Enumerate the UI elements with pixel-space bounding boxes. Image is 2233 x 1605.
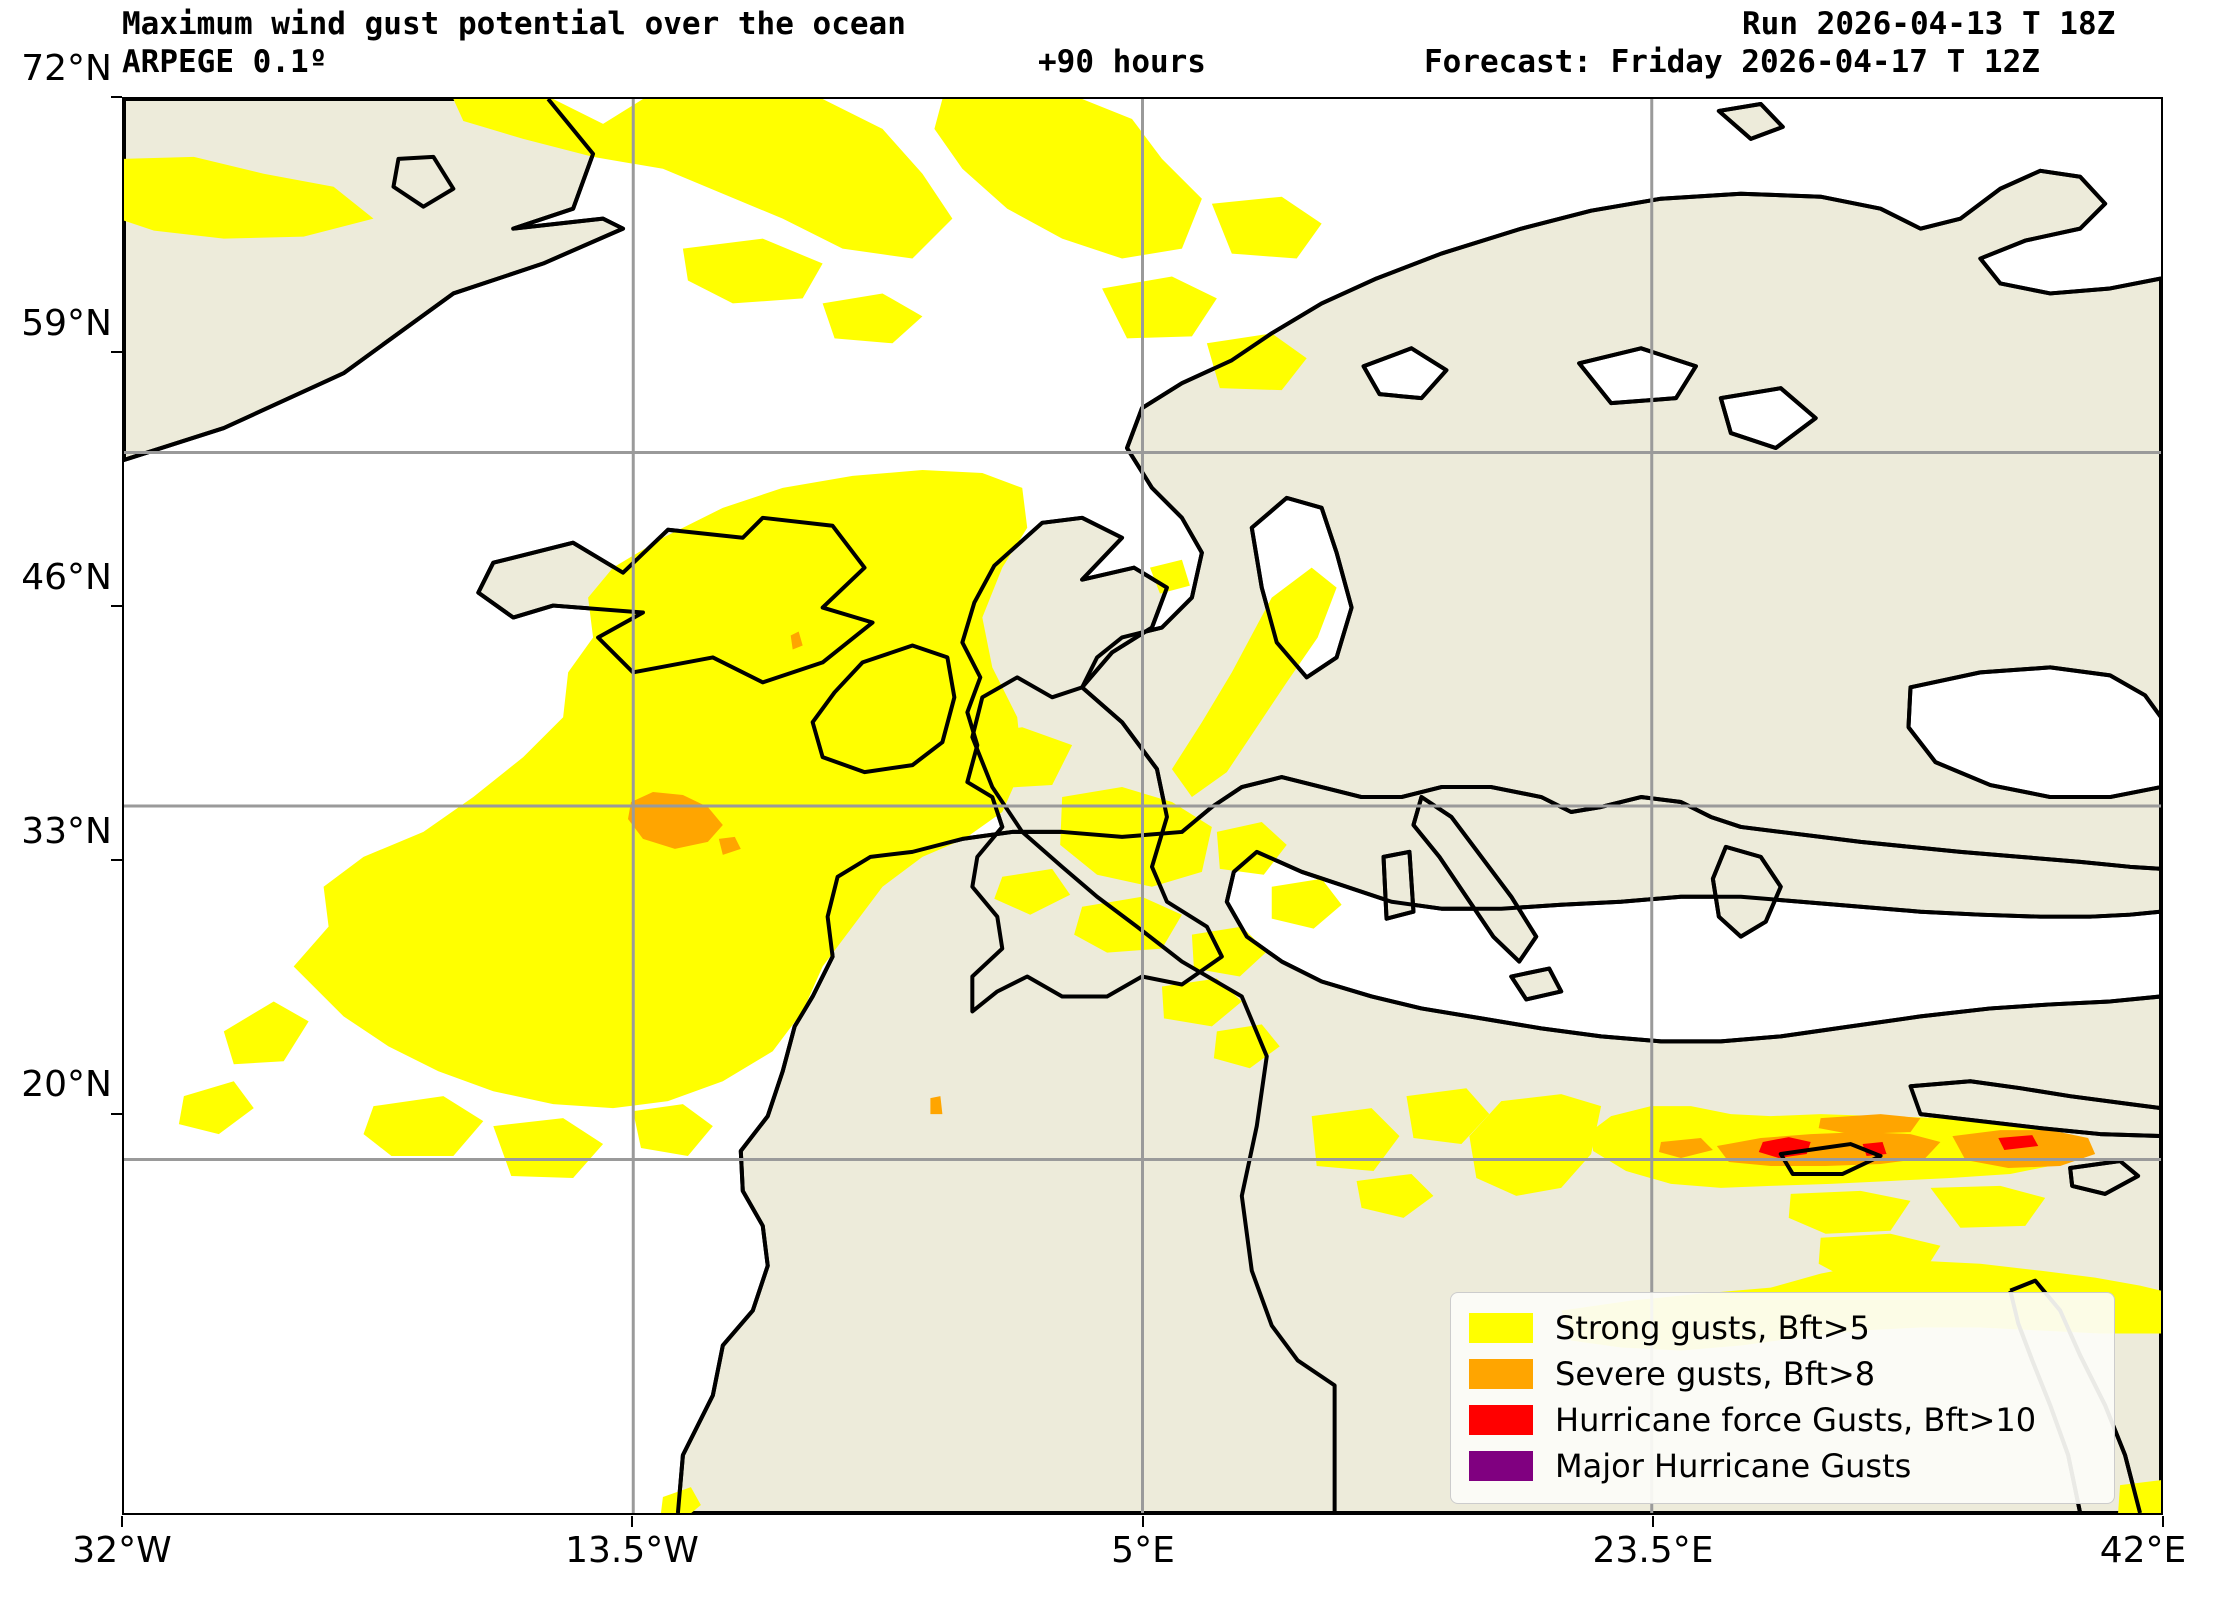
x-tickmark-23-5e	[1652, 1516, 1654, 1527]
y-tick-label-20n: 20°N	[21, 1064, 112, 1105]
y-tickmark-59n	[111, 351, 122, 353]
x-tick-label-42e: 42°E	[2099, 1530, 2187, 1571]
legend-label-severe: Severe gusts, Bft>8	[1555, 1355, 1876, 1393]
x-tick-label-13-5w: 13.5°W	[565, 1530, 699, 1571]
legend-item-severe[interactable]: Severe gusts, Bft>8	[1469, 1351, 2096, 1397]
legend-swatch-major	[1469, 1451, 1533, 1481]
run-time-label: Run 2026-04-13 T 18Z	[1742, 6, 2116, 42]
lead-time-label: +90 hours	[1038, 44, 1206, 80]
y-tick-label-72n: 72°N	[21, 48, 112, 89]
map-svg	[124, 99, 2161, 1513]
x-tickmark-5e	[1142, 1516, 1144, 1527]
legend-item-strong[interactable]: Strong gusts, Bft>5	[1469, 1305, 2096, 1351]
legend-swatch-strong	[1469, 1313, 1533, 1343]
y-tickmark-72n	[111, 96, 122, 98]
x-tick-label-32w: 32°W	[72, 1530, 172, 1571]
legend-label-strong: Strong gusts, Bft>5	[1555, 1309, 1870, 1347]
x-tick-label-5e: 5°E	[1111, 1530, 1175, 1571]
map-legend: Strong gusts, Bft>5 Severe gusts, Bft>8 …	[1450, 1292, 2115, 1504]
y-tick-label-33n: 33°N	[21, 811, 112, 852]
legend-item-hurricane[interactable]: Hurricane force Gusts, Bft>10	[1469, 1397, 2096, 1443]
map-gridlines	[124, 99, 2161, 1513]
x-tick-label-23-5e: 23.5°E	[1592, 1530, 1714, 1571]
legend-item-major[interactable]: Major Hurricane Gusts	[1469, 1443, 2096, 1489]
forecast-time-label: Forecast: Friday 2026-04-17 T 12Z	[1424, 44, 2040, 80]
x-tickmark-32w	[121, 1516, 123, 1527]
model-label: ARPEGE 0.1º	[122, 44, 328, 80]
y-tickmark-46n	[111, 605, 122, 607]
legend-swatch-severe	[1469, 1359, 1533, 1389]
legend-label-hurricane: Hurricane force Gusts, Bft>10	[1555, 1401, 2037, 1439]
y-tick-label-46n: 46°N	[21, 557, 112, 598]
legend-swatch-hurricane	[1469, 1405, 1533, 1435]
x-tickmark-13-5w	[631, 1516, 633, 1527]
legend-label-major: Major Hurricane Gusts	[1555, 1447, 1912, 1485]
x-tickmark-42e	[2162, 1516, 2164, 1527]
y-tickmark-33n	[111, 859, 122, 861]
map-plot-area	[122, 97, 2163, 1515]
y-tick-label-59n: 59°N	[21, 303, 112, 344]
y-tickmark-20n	[111, 1113, 122, 1115]
page-title: Maximum wind gust potential over the oce…	[122, 6, 906, 42]
